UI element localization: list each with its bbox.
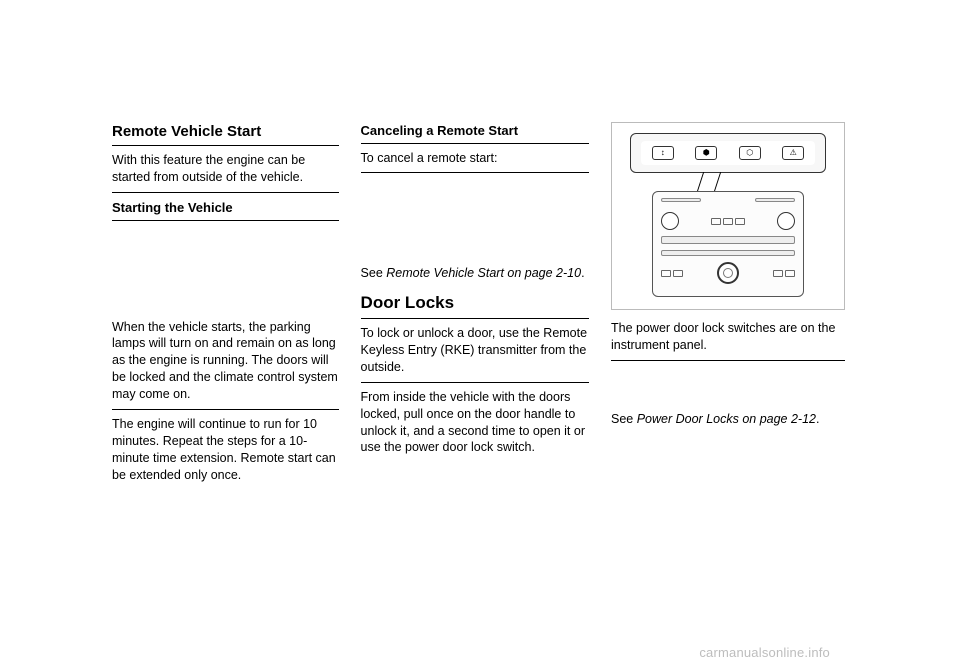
manual-page: Remote Vehicle Start With this feature t… [0,0,960,489]
ref-power-door-locks: Power Door Locks on page 2-12 [637,412,816,426]
see-text: See [611,412,637,426]
figure-instrument-panel: ↕ ⬢ ⬡ ⚠ [611,122,845,310]
heading-canceling-remote: Canceling a Remote Start [361,122,589,144]
figure-lock-button: ⬢ [695,146,717,160]
para-remote-intro: With this feature the engine can be star… [112,152,339,193]
para-power-door-switches: The power door lock switches are on the … [611,320,845,361]
big-knob-icon [717,262,739,284]
para-see-power-door-locks: See Power Door Locks on page 2-12. [611,411,845,428]
column-2: Canceling a Remote Start To cancel a rem… [361,122,589,489]
para-see-remote-start: See Remote Vehicle Start on page 2-10. [361,265,589,282]
ref-remote-vehicle-start: Remote Vehicle Start on page 2-10 [386,266,581,280]
para-engine-run: The engine will continue to run for 10 m… [112,416,339,484]
heading-starting-vehicle: Starting the Vehicle [112,199,339,221]
figure-unlock-button: ⬡ [739,146,761,160]
blank-space [112,227,339,319]
figure-center-stack [652,191,804,297]
para-cancel-intro: To cancel a remote start: [361,150,589,174]
para-inside-vehicle: From inside the vehicle with the doors l… [361,389,589,457]
figure-hazard-button: ⚠ [782,146,804,160]
watermark-text: carmanualsonline.info [699,645,830,660]
blank-space [611,367,845,411]
period: . [816,412,819,426]
column-3: ↕ ⬢ ⬡ ⚠ [611,122,845,489]
column-1: Remote Vehicle Start With this feature t… [112,122,339,489]
heading-remote-vehicle-start: Remote Vehicle Start [112,122,339,146]
blank-space [361,179,589,265]
knob-icon [777,212,795,230]
figure-overhead-panel: ↕ ⬢ ⬡ ⚠ [630,133,826,173]
para-lock-unlock: To lock or unlock a door, use the Remote… [361,325,589,383]
figure-button: ↕ [652,146,674,160]
heading-door-locks: Door Locks [361,292,589,319]
figure-button-strip: ↕ ⬢ ⬡ ⚠ [641,141,815,165]
para-parking-lamps: When the vehicle starts, the parking lam… [112,319,339,410]
period: . [581,266,584,280]
see-text: See [361,266,387,280]
knob-icon [661,212,679,230]
